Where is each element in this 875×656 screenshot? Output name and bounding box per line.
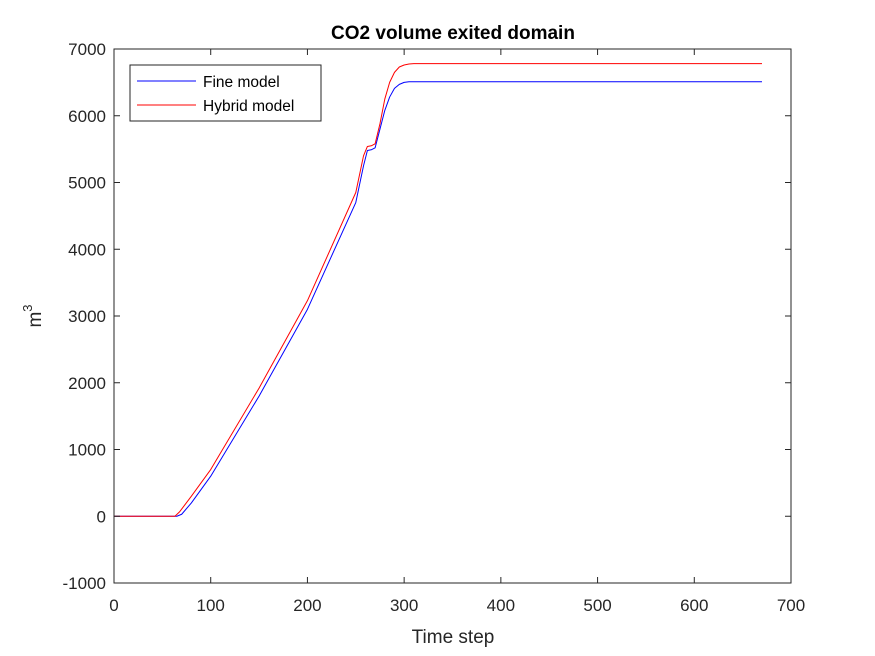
tick-layer: 0 100 200 300 400 500 600 700-10000100020003000… [63, 40, 806, 615]
series-layer [114, 63, 762, 517]
y-tick-label: 0 [97, 507, 106, 526]
legend: Fine model Hybrid model [129, 64, 322, 122]
y-tick-label: 5000 [68, 174, 106, 193]
x-tick-label: 0 [109, 596, 118, 615]
x-tick-label: 500 [583, 596, 611, 615]
y-tick-label: 2000 [68, 374, 106, 393]
x-tick-label: 100 [197, 596, 225, 615]
x-tick-label: 600 [680, 596, 708, 615]
series-line-fine-model [114, 81, 762, 517]
y-tick-label: 7000 [68, 40, 106, 59]
x-tick-label: 400 [487, 596, 515, 615]
y-axis-label-base: m [25, 312, 46, 328]
y-tick-label: 1000 [68, 441, 106, 460]
legend-label-fine-model: Fine model [203, 74, 280, 91]
y-tick-label: 3000 [68, 307, 106, 326]
y-tick-label: -1000 [63, 574, 106, 593]
x-tick-label: 300 [390, 596, 418, 615]
svg-text:m3: m3 [20, 304, 46, 327]
plot-area: 0 100 200 300 400 500 600 700-10000100020003000… [63, 40, 806, 615]
x-tick-label: 700 [777, 596, 805, 615]
x-axis-label: Time step [412, 627, 495, 648]
y-tick-label: 6000 [68, 107, 106, 126]
x-tick-label: 200 [293, 596, 321, 615]
chart-title: CO2 volume exited domain [331, 23, 575, 44]
y-tick-label: 4000 [68, 240, 106, 259]
axes-background [114, 49, 791, 583]
legend-box [129, 64, 322, 122]
y-axis-label-exponent: 3 [20, 304, 35, 311]
y-axis-label: m3 [20, 304, 46, 327]
legend-label-hybrid-model: Hybrid model [203, 98, 294, 115]
series-line-hybrid-model [114, 63, 762, 517]
